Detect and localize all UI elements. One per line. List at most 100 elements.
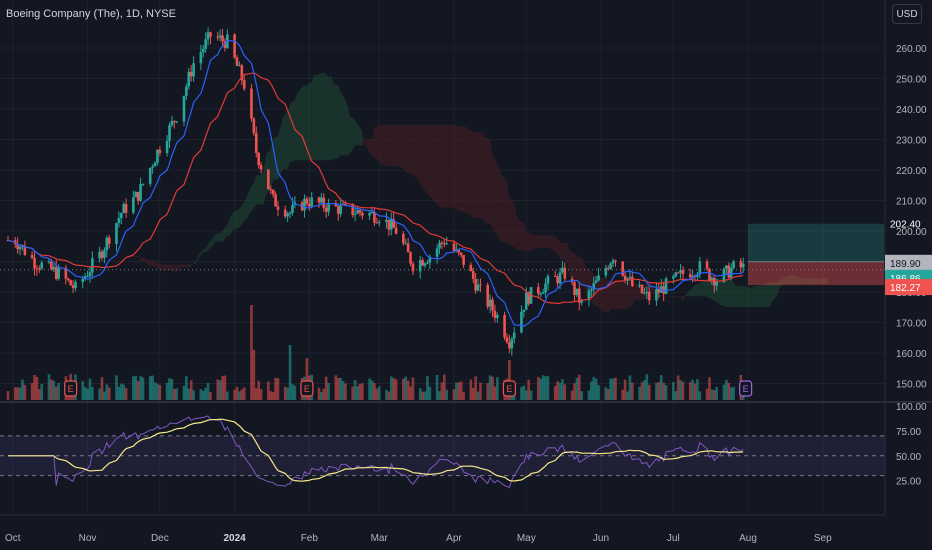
candle-body xyxy=(592,282,596,290)
candle-body xyxy=(86,276,89,278)
volume-bar xyxy=(681,381,685,400)
cloud-segment xyxy=(249,182,254,215)
volume-bar xyxy=(664,385,668,400)
cloud-segment xyxy=(682,295,686,301)
cloud-segment xyxy=(632,281,635,305)
time-tick-label: 2024 xyxy=(223,533,246,544)
candle-body xyxy=(148,167,152,184)
candle-body xyxy=(664,278,668,294)
candle-body xyxy=(134,191,138,198)
volume-bar xyxy=(38,389,41,400)
candle-body xyxy=(182,95,186,122)
cloud-segment xyxy=(130,255,136,258)
cloud-segment xyxy=(239,201,245,228)
cloud-segment xyxy=(658,293,662,297)
candle-body xyxy=(496,315,499,318)
volume-bar xyxy=(672,382,675,400)
volume-bar xyxy=(474,376,477,400)
cloud-segment xyxy=(398,124,401,167)
candle-body xyxy=(50,261,53,270)
moving-averages xyxy=(0,39,885,328)
candle-body xyxy=(324,207,328,212)
loss-zone xyxy=(748,261,884,286)
cloud-segment xyxy=(733,282,736,307)
candle-body xyxy=(643,292,646,294)
cloud-segment xyxy=(338,85,341,158)
volume-bar xyxy=(575,377,579,400)
candle-body xyxy=(375,222,379,224)
candle-body xyxy=(305,198,309,204)
cloud-segment xyxy=(540,235,544,249)
candle-body xyxy=(168,125,171,141)
volume-bar xyxy=(411,377,415,400)
chart-title: Boeing Company (The), 1D, NYSE xyxy=(6,8,176,20)
rsi-pane xyxy=(0,415,885,489)
volume-bar xyxy=(238,391,241,400)
volume-bar xyxy=(30,383,34,400)
volume-bar xyxy=(293,385,297,400)
volume-bar xyxy=(274,377,277,400)
candle-body xyxy=(252,118,256,134)
candle-body xyxy=(189,71,193,77)
cloud-segment xyxy=(550,235,553,250)
volume-bar xyxy=(81,381,85,400)
candle-body xyxy=(541,292,545,294)
volume-bar xyxy=(13,387,17,400)
cloud-segment xyxy=(499,169,503,242)
volume-bar xyxy=(587,390,591,400)
long-position-tool[interactable] xyxy=(748,223,884,286)
volume-bar xyxy=(286,387,289,400)
candle-body xyxy=(573,282,576,295)
volume-bar xyxy=(375,388,379,400)
candle-body xyxy=(151,166,154,168)
cloud-segment xyxy=(102,244,105,246)
candle-body xyxy=(139,184,142,201)
candle-body xyxy=(580,300,584,303)
candle-body xyxy=(165,140,169,154)
cloud-segment xyxy=(482,132,486,224)
cloud-segment xyxy=(531,233,534,251)
candle-body xyxy=(141,183,145,185)
candle-body xyxy=(291,205,294,213)
volume-bar xyxy=(443,374,446,400)
cloud-segment xyxy=(222,224,228,242)
cloud-segment xyxy=(152,260,156,267)
volume-bar xyxy=(404,376,408,400)
cloud-segment xyxy=(355,119,358,146)
volume-bar xyxy=(341,380,345,400)
time-tick-label: Jul xyxy=(667,533,680,544)
volume-bar xyxy=(201,390,205,400)
candle-body xyxy=(647,291,651,301)
volume-bar xyxy=(271,391,275,400)
candle-body xyxy=(725,265,728,269)
price-tick-label: 250.00 xyxy=(896,75,927,86)
candle-body xyxy=(445,243,449,245)
volume-bar xyxy=(226,391,229,400)
candle-body xyxy=(201,48,205,53)
cloud-segment xyxy=(282,111,288,169)
candle-body xyxy=(727,265,731,278)
volume-bar xyxy=(351,386,355,400)
volume-bar xyxy=(353,380,357,400)
volume-bar xyxy=(267,381,270,400)
volume-bar xyxy=(377,386,381,400)
cloud-segment xyxy=(253,175,257,208)
candle-body xyxy=(107,237,111,244)
cloud-segment xyxy=(371,127,375,159)
volume-bar xyxy=(276,378,280,400)
volume-bar xyxy=(578,374,581,400)
currency-button[interactable]: USD xyxy=(892,4,922,24)
candle-body xyxy=(361,212,364,216)
slow-ma-line xyxy=(7,72,744,305)
candle-body xyxy=(69,280,72,286)
volume-bar xyxy=(52,380,56,400)
candle-body xyxy=(235,57,239,66)
cloud-segment xyxy=(263,155,266,205)
volume-bar xyxy=(218,380,222,400)
candle-body xyxy=(187,71,191,87)
volume-bar xyxy=(252,350,256,400)
volume-bar xyxy=(370,380,374,400)
volume-bar xyxy=(175,388,179,400)
cloud-segment xyxy=(186,264,189,268)
